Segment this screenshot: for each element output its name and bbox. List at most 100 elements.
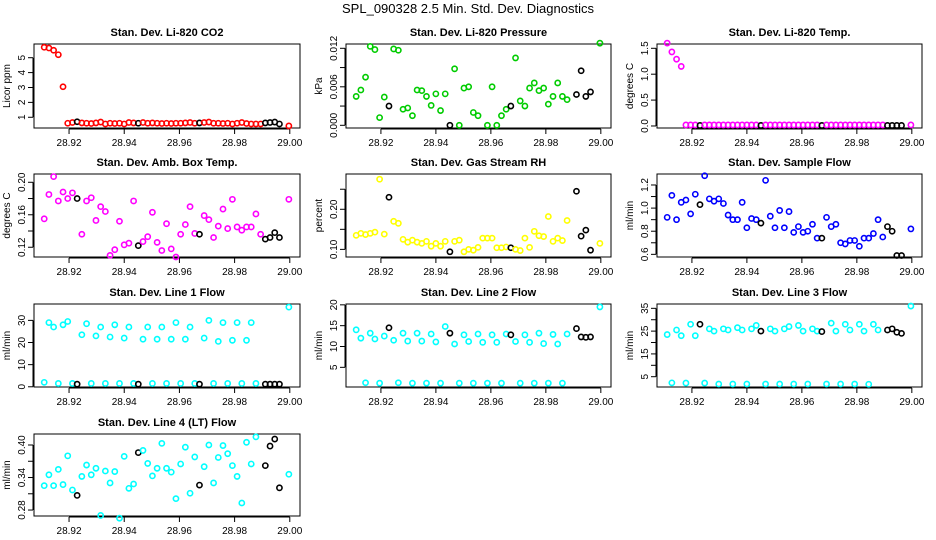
data-point bbox=[521, 331, 529, 339]
y-tick-label: 0.0 bbox=[640, 119, 651, 133]
x-tick-label: 29.00 bbox=[899, 138, 924, 149]
x-tick-label: 29.00 bbox=[277, 138, 302, 149]
data-point bbox=[69, 486, 76, 494]
y-tick-label: 1.0 bbox=[640, 67, 651, 81]
y-tick-label: 1 bbox=[17, 114, 28, 120]
data-point bbox=[404, 104, 412, 112]
data-point bbox=[752, 216, 760, 224]
plot-frame bbox=[656, 43, 923, 129]
data-point bbox=[101, 380, 109, 387]
data-point bbox=[479, 338, 487, 346]
data-point bbox=[163, 220, 170, 228]
data-point bbox=[116, 217, 123, 225]
y-tick-label: 25 bbox=[640, 325, 651, 337]
data-point bbox=[907, 121, 915, 129]
data-point bbox=[285, 195, 293, 203]
data-point bbox=[837, 380, 844, 388]
data-point bbox=[469, 379, 477, 387]
panel-title: Stan. Dev. Amb. Box Temp. bbox=[97, 157, 238, 169]
data-point bbox=[526, 243, 533, 251]
data-point bbox=[50, 46, 58, 54]
data-point bbox=[101, 467, 109, 475]
x-tick-label: 29.00 bbox=[588, 267, 613, 278]
data-point-highlighted bbox=[898, 122, 905, 129]
plot-frame bbox=[656, 173, 923, 258]
data-point-highlighted bbox=[73, 195, 81, 202]
data-point bbox=[252, 210, 260, 218]
data-point bbox=[526, 338, 533, 346]
data-point bbox=[139, 238, 147, 245]
y-tick-label: 20 bbox=[17, 337, 28, 349]
data-point bbox=[441, 90, 449, 98]
data-point bbox=[738, 326, 746, 334]
data-point bbox=[874, 326, 882, 334]
data-point bbox=[366, 42, 374, 50]
panel-title: Stan. Dev. Li-820 Temp. bbox=[729, 27, 851, 39]
data-point bbox=[530, 379, 538, 387]
data-point bbox=[498, 112, 505, 120]
x-tick-label: 29.00 bbox=[899, 397, 924, 408]
plot-frame bbox=[345, 173, 612, 258]
data-point bbox=[40, 378, 48, 386]
data-point-highlighted bbox=[73, 380, 81, 388]
data-point-highlighted bbox=[271, 229, 279, 237]
y-tick-label: 0.20 bbox=[17, 172, 28, 192]
data-point bbox=[120, 452, 128, 460]
data-point bbox=[219, 205, 227, 213]
data-point-highlighted bbox=[276, 380, 283, 388]
y-tick-label: 35 bbox=[640, 302, 651, 314]
data-point bbox=[362, 73, 369, 81]
data-point-highlighted bbox=[73, 492, 81, 499]
data-point bbox=[139, 447, 147, 454]
x-tick-label: 28.94 bbox=[423, 397, 448, 408]
data-point bbox=[45, 319, 53, 326]
data-point bbox=[720, 200, 727, 207]
plot-frame bbox=[33, 433, 301, 517]
data-point bbox=[186, 489, 194, 497]
data-point bbox=[357, 334, 365, 342]
data-point bbox=[45, 191, 53, 198]
panel-title: Stan. Dev. Sample Flow bbox=[728, 157, 851, 169]
data-point bbox=[149, 380, 156, 387]
data-point-highlighted bbox=[888, 227, 896, 235]
data-point bbox=[427, 330, 435, 338]
data-point bbox=[352, 326, 360, 334]
data-point bbox=[668, 191, 676, 199]
data-point bbox=[87, 471, 95, 479]
panel-1: Stan. Dev. Li-820 CO2 28.92 28.94 28.96 28.9… bbox=[2, 27, 303, 149]
data-point bbox=[285, 122, 293, 130]
data-point-highlighted bbox=[757, 219, 765, 227]
data-point bbox=[832, 220, 840, 228]
y-tick-label: 0.5 bbox=[640, 93, 651, 107]
data-point bbox=[83, 197, 90, 205]
x-tick-label: 28.92 bbox=[57, 526, 82, 537]
x-tick-label: 28.98 bbox=[222, 526, 247, 537]
y-axis-label: ml/min bbox=[2, 331, 13, 360]
data-point-highlighted bbox=[276, 120, 283, 128]
data-point bbox=[663, 213, 671, 221]
panel-title: Stan. Dev. Li-820 Pressure bbox=[410, 27, 547, 39]
data-point bbox=[233, 319, 241, 326]
data-point bbox=[841, 320, 849, 328]
data-point bbox=[205, 216, 213, 224]
data-point bbox=[214, 222, 222, 230]
data-point bbox=[97, 323, 105, 331]
data-point bbox=[158, 323, 166, 331]
data-point-highlighted bbox=[266, 442, 274, 450]
data-point bbox=[181, 221, 189, 228]
y-axis-label: degrees C bbox=[2, 192, 13, 238]
data-point bbox=[92, 217, 100, 224]
data-point bbox=[780, 224, 788, 232]
data-point bbox=[474, 330, 482, 338]
data-point bbox=[715, 380, 723, 388]
data-point bbox=[252, 380, 260, 387]
data-point bbox=[498, 379, 505, 387]
x-tick-label: 29.00 bbox=[588, 397, 613, 408]
x-tick-label: 28.94 bbox=[112, 526, 137, 537]
data-point bbox=[83, 320, 90, 328]
data-point bbox=[512, 54, 519, 62]
data-point bbox=[205, 441, 213, 449]
data-point bbox=[879, 233, 887, 241]
data-point bbox=[87, 380, 95, 387]
data-point bbox=[701, 172, 709, 180]
